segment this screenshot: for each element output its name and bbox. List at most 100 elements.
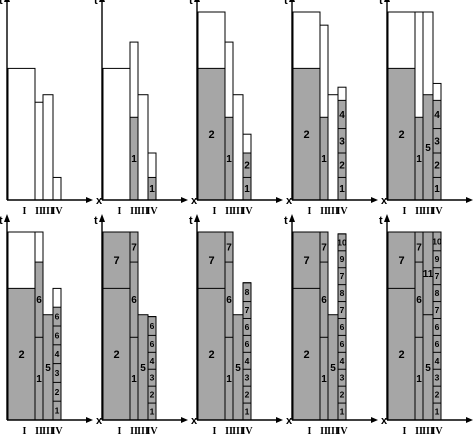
t-axis-label: t bbox=[94, 0, 98, 7]
x-axis-label: x bbox=[96, 415, 103, 427]
panel-5: 2151234txIIIIIIIV bbox=[379, 0, 473, 217]
column-4-outline bbox=[52, 176, 62, 201]
block-label: 4 bbox=[150, 356, 155, 366]
column-name-1: I bbox=[213, 206, 217, 217]
column-3-filled bbox=[328, 314, 338, 420]
column-name-4: IV bbox=[336, 426, 348, 437]
block-label: 6 bbox=[340, 339, 345, 349]
block-label: 3 bbox=[245, 373, 250, 383]
block-label: 1 bbox=[55, 406, 60, 416]
column-3-outline bbox=[232, 94, 244, 201]
block-label: 7 bbox=[131, 243, 137, 254]
column-name-2: II bbox=[130, 206, 138, 217]
column-name-2: II bbox=[225, 426, 233, 437]
block-label: 2 bbox=[150, 390, 155, 400]
column-name-1: I bbox=[118, 206, 122, 217]
block-label: 2 bbox=[245, 390, 250, 400]
column-name-2: II bbox=[320, 426, 328, 437]
block-label: 6 bbox=[150, 339, 155, 349]
t-axis-arrow-icon bbox=[194, 0, 200, 2]
block-label: 5 bbox=[425, 143, 431, 154]
column-name-4: IV bbox=[431, 426, 443, 437]
column-2-filled bbox=[415, 232, 423, 420]
column-name-1: I bbox=[213, 426, 217, 437]
column-name-4: IV bbox=[336, 206, 348, 217]
t-axis-arrow-icon bbox=[384, 0, 390, 2]
column-name-2: II bbox=[130, 426, 138, 437]
block-label: 6 bbox=[150, 321, 155, 331]
block-label: 6 bbox=[340, 322, 345, 332]
column-name-1: I bbox=[403, 426, 407, 437]
x-axis-arrow-icon bbox=[181, 197, 188, 203]
block-label: 7 bbox=[113, 255, 119, 267]
block-label: 1 bbox=[36, 374, 42, 385]
block-label: 1 bbox=[245, 407, 250, 417]
x-axis-arrow-icon bbox=[86, 197, 93, 203]
t-axis-label: t bbox=[0, 0, 3, 7]
t-axis-arrow-icon bbox=[289, 0, 295, 2]
column-name-1: I bbox=[308, 206, 312, 217]
t-axis-arrow-icon bbox=[289, 214, 295, 222]
block-label: 6 bbox=[435, 322, 440, 332]
x-axis-arrow-icon bbox=[86, 417, 93, 423]
block-label: 2 bbox=[398, 129, 404, 141]
block-label: 7 bbox=[321, 243, 327, 254]
x-axis-label: x bbox=[96, 195, 103, 207]
column-name-4: IV bbox=[146, 426, 158, 437]
column-name-1: I bbox=[23, 206, 27, 217]
column-name-1: I bbox=[308, 426, 312, 437]
column-2-filled bbox=[130, 232, 138, 420]
block-label: 7 bbox=[340, 271, 345, 281]
x-axis-label: x bbox=[191, 415, 198, 427]
block-label: 5 bbox=[330, 363, 336, 374]
column-name-2: II bbox=[225, 206, 233, 217]
column-name-3: III bbox=[327, 206, 339, 217]
column-4-filled bbox=[148, 316, 156, 420]
block-label: 7 bbox=[245, 305, 250, 315]
t-axis-arrow-icon bbox=[194, 214, 200, 222]
block-label: 4 bbox=[245, 356, 250, 366]
column-name-1: I bbox=[23, 426, 27, 437]
column-name-3: III bbox=[42, 206, 54, 217]
block-label: 7 bbox=[226, 243, 232, 254]
block-label: 1 bbox=[131, 374, 137, 385]
block-label: 7 bbox=[340, 305, 345, 315]
block-label: 2 bbox=[303, 349, 309, 361]
column-1-filled bbox=[198, 68, 225, 201]
column-name-2: II bbox=[35, 426, 43, 437]
block-label: 2 bbox=[434, 161, 440, 172]
x-axis-arrow-icon bbox=[466, 197, 473, 203]
block-label: 5 bbox=[425, 363, 431, 374]
block-label: 4 bbox=[55, 349, 60, 359]
block-label: 2 bbox=[18, 349, 24, 361]
t-axis-arrow-icon bbox=[4, 214, 10, 222]
block-label: 7 bbox=[435, 305, 440, 315]
column-1-filled bbox=[388, 68, 415, 201]
column-name-3: III bbox=[327, 426, 339, 437]
column-3-outline bbox=[137, 94, 149, 201]
t-axis-arrow-icon bbox=[384, 214, 390, 222]
t-axis-label: t bbox=[189, 215, 193, 227]
block-label: 4 bbox=[340, 356, 345, 366]
block-label: 6 bbox=[55, 312, 60, 322]
block-label: 6 bbox=[226, 295, 232, 306]
t-axis-label: t bbox=[94, 215, 98, 227]
column-name-4: IV bbox=[146, 206, 158, 217]
block-label: 2 bbox=[340, 390, 345, 400]
column-2-filled bbox=[225, 232, 233, 420]
column-4-filled bbox=[243, 153, 251, 200]
column-3-outline bbox=[42, 94, 54, 201]
column-1-filled bbox=[8, 288, 35, 420]
column-3-filled bbox=[138, 314, 148, 420]
block-label: 10 bbox=[337, 237, 347, 247]
block-label: 1 bbox=[340, 407, 345, 417]
column-1-filled bbox=[388, 232, 415, 420]
block-label: 3 bbox=[435, 373, 440, 383]
block-label: 2 bbox=[339, 161, 345, 172]
t-axis-label: t bbox=[284, 0, 288, 7]
block-label: 2 bbox=[435, 390, 440, 400]
t-axis-arrow-icon bbox=[99, 0, 105, 2]
